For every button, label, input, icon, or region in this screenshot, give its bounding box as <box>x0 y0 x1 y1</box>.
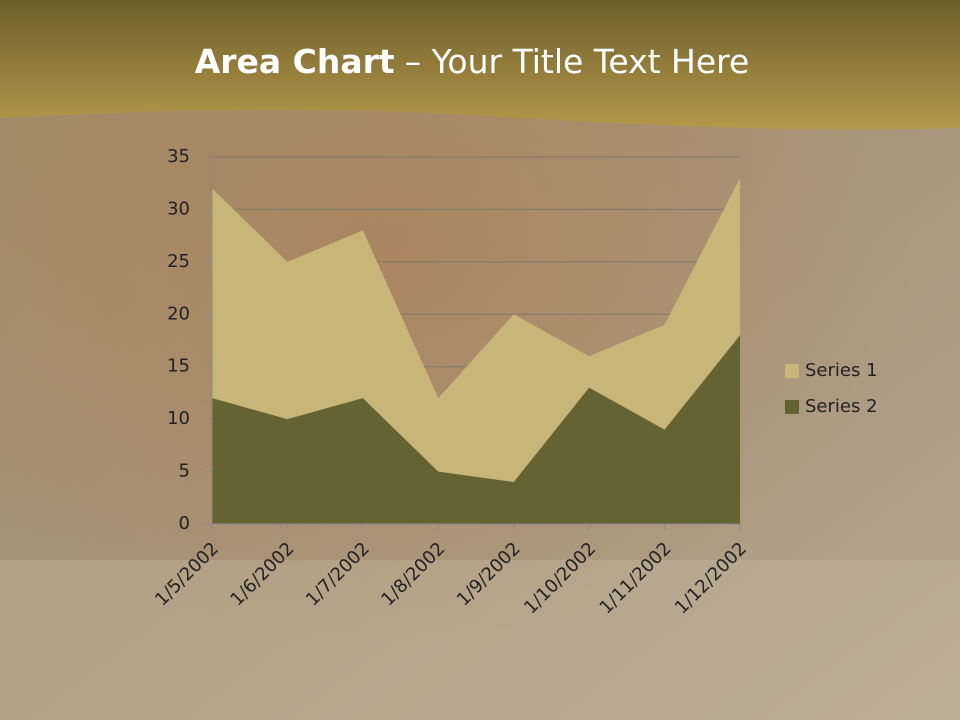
title-bold: Area Chart <box>195 42 395 81</box>
y-tick-label: 20 <box>167 303 190 324</box>
legend-swatch <box>785 400 799 414</box>
area <box>212 335 740 524</box>
title-rest: – Your Title Text Here <box>405 42 750 81</box>
y-tick-label: 25 <box>167 251 190 272</box>
y-tick-label: 10 <box>167 408 190 429</box>
slide-title: Area Chart – Your Title Text Here <box>195 42 750 81</box>
y-tick-label: 35 <box>167 146 190 167</box>
y-tick-label: 30 <box>167 198 190 219</box>
y-tick-label: 15 <box>167 356 190 377</box>
header-band <box>0 0 960 130</box>
background-fade <box>0 560 960 720</box>
legend-label: Series 2 <box>805 396 878 417</box>
legend-swatch <box>785 364 799 378</box>
legend-label: Series 1 <box>805 360 878 381</box>
y-tick-label: 0 <box>179 513 190 534</box>
y-tick-label: 5 <box>179 461 190 482</box>
